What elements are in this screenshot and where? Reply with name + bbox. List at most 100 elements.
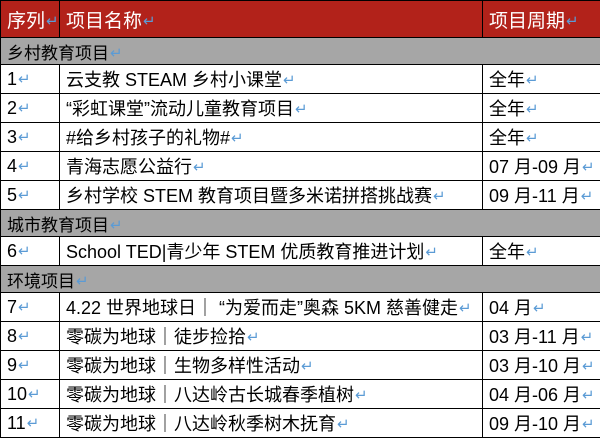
paragraph-mark-icon: ↵ xyxy=(17,99,31,117)
paragraph-mark-icon: ↵ xyxy=(532,299,546,317)
paragraph-mark-icon: ↵ xyxy=(230,129,244,147)
table-row: 9↵ 零碳为地球｜生物多样性活动↵ 03 月-10 月↵ xyxy=(1,351,600,380)
row-seq-value: 2 xyxy=(7,98,17,118)
column-header-name: 项目名称↵ xyxy=(60,1,483,38)
row-name: School TED|青少年 STEM 优质教育推进计划↵ xyxy=(60,237,483,266)
row-name: 4.22 世界地球日｜ “为爱而走”奥森 5KM 慈善健走↵ xyxy=(60,293,483,322)
paragraph-mark-icon: ↵ xyxy=(565,12,579,30)
row-seq: 8↵ xyxy=(1,322,60,351)
row-name-value: 青海志愿公益行 xyxy=(66,157,192,177)
paragraph-mark-icon: ↵ xyxy=(336,415,350,433)
row-cycle: 03 月-10 月↵ xyxy=(483,351,600,380)
paragraph-mark-icon: ↵ xyxy=(142,12,156,30)
paragraph-mark-icon: ↵ xyxy=(17,242,31,260)
row-cycle: 全年↵ xyxy=(483,123,600,152)
row-name-value: 零碳为地球｜生物多样性活动 xyxy=(66,356,300,376)
row-name: 青海志愿公益行↵ xyxy=(60,152,483,181)
section-title-cell: 城市教育项目↵ xyxy=(1,210,600,237)
paragraph-mark-icon: ↵ xyxy=(17,356,31,374)
row-seq-value: 1 xyxy=(7,69,17,89)
row-cycle-value: 全年 xyxy=(489,99,525,119)
row-cycle-value: 09 月-11 月 xyxy=(489,186,580,206)
row-cycle-value: 全年 xyxy=(489,128,525,148)
row-seq: 3↵ xyxy=(1,123,60,152)
row-name: 乡村学校 STEM 教育项目暨多米诺拼搭挑战赛↵ xyxy=(60,181,483,210)
column-header-cycle: 项目周期↵ xyxy=(483,1,600,38)
row-seq: 9↵ xyxy=(1,351,60,380)
row-seq-value: 4 xyxy=(7,156,17,176)
row-name-value: 乡村学校 STEM 教育项目暨多米诺拼搭挑战赛 xyxy=(66,186,432,206)
paragraph-mark-icon: ↵ xyxy=(300,357,314,375)
section-header-row: 乡村教育项目↵ xyxy=(1,38,600,65)
row-cycle-value: 07 月-09 月 xyxy=(489,157,581,177)
row-name: 零碳为地球｜八达岭秋季树木抚育↵ xyxy=(60,409,483,438)
paragraph-mark-icon: ↵ xyxy=(246,328,260,346)
row-cycle: 全年↵ xyxy=(483,237,600,266)
paragraph-mark-icon: ↵ xyxy=(17,70,31,88)
row-seq-value: 5 xyxy=(7,185,17,205)
paragraph-mark-icon: ↵ xyxy=(581,386,595,404)
row-name: 云支教 STEAM 乡村小课堂↵ xyxy=(60,65,483,94)
paragraph-mark-icon: ↵ xyxy=(17,298,31,316)
row-cycle-value: 03 月-10 月 xyxy=(489,356,581,376)
paragraph-mark-icon: ↵ xyxy=(26,414,40,432)
paragraph-mark-icon: ↵ xyxy=(192,158,206,176)
row-cycle-value: 03 月-11 月 xyxy=(489,327,580,347)
section-header-row: 环境项目↵ xyxy=(1,266,600,293)
paragraph-mark-icon: ↵ xyxy=(17,128,31,146)
row-seq: 10↵ xyxy=(1,380,60,409)
table-row: 7↵ 4.22 世界地球日｜ “为爱而走”奥森 5KM 慈善健走↵ 04 月↵ xyxy=(1,293,600,322)
row-seq: 11↵ xyxy=(1,409,60,438)
section-header-row: 城市教育项目↵ xyxy=(1,210,600,237)
row-cycle: 03 月-11 月↵ xyxy=(483,322,600,351)
paragraph-mark-icon: ↵ xyxy=(17,186,31,204)
row-cycle: 04 月↵ xyxy=(483,293,600,322)
paragraph-mark-icon: ↵ xyxy=(581,357,595,375)
table-row: 6↵ School TED|青少年 STEM 优质教育推进计划↵ 全年↵ xyxy=(1,237,600,266)
row-cycle: 04 月-06 月↵ xyxy=(483,380,600,409)
row-cycle-value: 04 月 xyxy=(489,298,532,318)
column-header-name-label: 项目名称 xyxy=(66,11,142,32)
row-name-value: 零碳为地球｜八达岭古长城春季植树 xyxy=(66,385,354,405)
row-name-value: #给乡村孩子的礼物# xyxy=(66,128,230,148)
row-cycle-value: 04 月-06 月 xyxy=(489,385,581,405)
paragraph-mark-icon: ↵ xyxy=(45,12,59,30)
row-seq-value: 11 xyxy=(7,413,26,433)
section-title: 城市教育项目 xyxy=(7,216,109,235)
row-seq-value: 6 xyxy=(7,241,17,261)
row-seq: 4↵ xyxy=(1,152,60,181)
row-seq-value: 10 xyxy=(7,384,27,404)
section-title: 乡村教育项目 xyxy=(7,44,109,63)
row-seq: 5↵ xyxy=(1,181,60,210)
paragraph-mark-icon: ↵ xyxy=(525,100,539,118)
row-name-value: 4.22 世界地球日｜ “为爱而走”奥森 5KM 慈善健走 xyxy=(66,298,458,318)
row-seq: 1↵ xyxy=(1,65,60,94)
row-name: 零碳为地球｜八达岭古长城春季植树↵ xyxy=(60,380,483,409)
paragraph-mark-icon: ↵ xyxy=(354,386,368,404)
row-seq-value: 9 xyxy=(7,355,17,375)
paragraph-mark-icon: ↵ xyxy=(27,385,41,403)
row-cycle: 全年↵ xyxy=(483,65,600,94)
paragraph-mark-icon: ↵ xyxy=(294,100,308,118)
section-title: 环境项目 xyxy=(7,272,75,291)
column-header-seq-label: 序列 xyxy=(7,11,45,32)
paragraph-mark-icon: ↵ xyxy=(581,158,595,176)
table-row: 1↵ 云支教 STEAM 乡村小课堂↵ 全年↵ xyxy=(1,65,600,94)
row-seq-value: 8 xyxy=(7,326,17,346)
table-header-row: 序列↵ 项目名称↵ 项目周期↵ xyxy=(1,1,600,38)
row-cycle: 09 月-10 月↵ xyxy=(483,409,600,438)
row-name: 零碳为地球｜徒步捡拾↵ xyxy=(60,322,483,351)
row-name-value: 零碳为地球｜徒步捡拾 xyxy=(66,327,246,347)
row-name: “彩虹课堂”流动儿童教育项目↵ xyxy=(60,94,483,123)
column-header-cycle-label: 项目周期 xyxy=(489,11,565,32)
table-row: 2↵ “彩虹课堂”流动儿童教育项目↵ 全年↵ xyxy=(1,94,600,123)
row-name: 零碳为地球｜生物多样性活动↵ xyxy=(60,351,483,380)
row-cycle: 全年↵ xyxy=(483,94,600,123)
row-cycle-value: 全年 xyxy=(489,242,525,262)
row-name-value: School TED|青少年 STEM 优质教育推进计划 xyxy=(66,242,424,262)
paragraph-mark-icon: ↵ xyxy=(525,71,539,89)
paragraph-mark-icon: ↵ xyxy=(17,327,31,345)
table-row: 8↵ 零碳为地球｜徒步捡拾↵ 03 月-11 月↵ xyxy=(1,322,600,351)
table-row: 5↵ 乡村学校 STEM 教育项目暨多米诺拼搭挑战赛↵ 09 月-11 月 ↵ xyxy=(1,181,600,210)
paragraph-mark-icon: ↵ xyxy=(458,299,472,317)
